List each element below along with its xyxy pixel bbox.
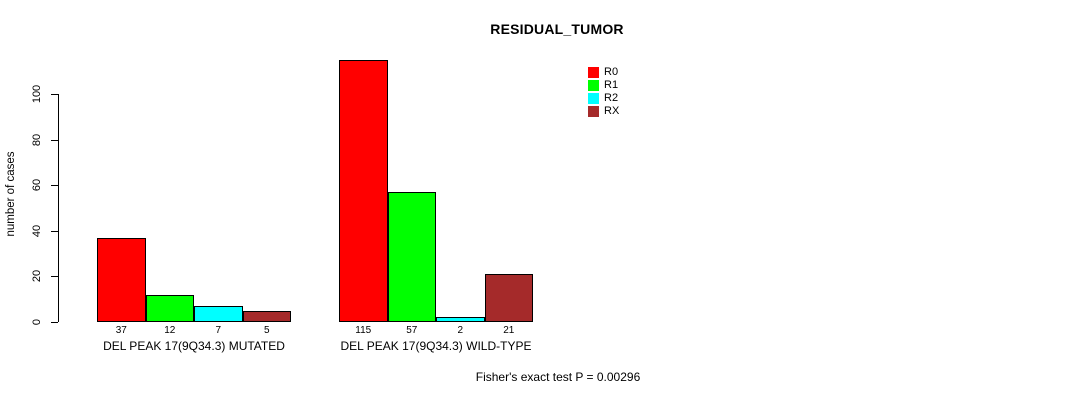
- y-axis-tick: [51, 276, 58, 278]
- y-axis-tick: [51, 139, 58, 141]
- bar-value-label-rx-group1: 5: [263, 325, 270, 336]
- legend-swatch-rx: [588, 106, 599, 117]
- bar-rx-group2: [484, 274, 533, 322]
- legend: R0 R1 R2 RX: [588, 66, 619, 118]
- legend-entry-rx: RX: [588, 105, 619, 118]
- y-axis-tick-label: 20: [31, 270, 43, 283]
- bar-r2-group2: [436, 317, 485, 322]
- y-axis-tick-label: 100: [31, 84, 43, 104]
- y-axis-tick-label: 40: [31, 224, 43, 237]
- y-axis-line: [58, 94, 59, 322]
- legend-label-r1: R1: [604, 79, 619, 91]
- y-axis-tick-label: 60: [31, 179, 43, 192]
- bar-rx-group1: [242, 310, 291, 322]
- chart-title: RESIDUAL_TUMOR: [490, 21, 624, 37]
- legend-entry-r1: R1: [588, 79, 619, 92]
- bar-r0-group2: [339, 59, 388, 322]
- legend-swatch-r2: [588, 93, 599, 104]
- y-axis-tick: [51, 94, 58, 95]
- bar-value-label-r2-group1: 7: [215, 325, 222, 336]
- bar-value-label-r0-group1: 37: [115, 325, 127, 336]
- legend-swatch-r0: [588, 67, 599, 78]
- y-axis-tick: [51, 230, 58, 232]
- bar-value-label-r0-group2: 115: [355, 325, 372, 336]
- bar-value-label-r1-group1: 12: [164, 325, 176, 336]
- fisher-test-annotation: Fisher's exact test P = 0.00296: [475, 370, 641, 384]
- bar-value-label-r2-group2: 2: [457, 325, 464, 336]
- legend-entry-r2: R2: [588, 92, 619, 105]
- category-label-group1: DEL PEAK 17(9Q34.3) MUTATED: [103, 339, 285, 353]
- bar-r2-group1: [194, 306, 243, 322]
- y-axis-tick: [51, 322, 58, 323]
- legend-swatch-r1: [588, 80, 599, 91]
- legend-label-rx: RX: [604, 105, 620, 117]
- y-axis-tick-label: 80: [31, 133, 43, 146]
- legend-label-r0: R0: [604, 66, 619, 78]
- bar-value-label-rx-group2: 21: [503, 325, 515, 336]
- y-axis-tick: [51, 185, 58, 187]
- y-axis-label: number of cases: [5, 151, 17, 237]
- legend-entry-r0: R0: [588, 66, 619, 79]
- bar-r1-group2: [387, 192, 436, 322]
- y-axis-tick-label: 0: [31, 318, 43, 326]
- category-label-group2: DEL PEAK 17(9Q34.3) WILD-TYPE: [340, 339, 532, 353]
- bar-r0-group1: [97, 237, 146, 322]
- bar-value-label-r1-group2: 57: [406, 325, 418, 336]
- legend-label-r2: R2: [604, 92, 619, 104]
- bar-r1-group1: [145, 294, 194, 322]
